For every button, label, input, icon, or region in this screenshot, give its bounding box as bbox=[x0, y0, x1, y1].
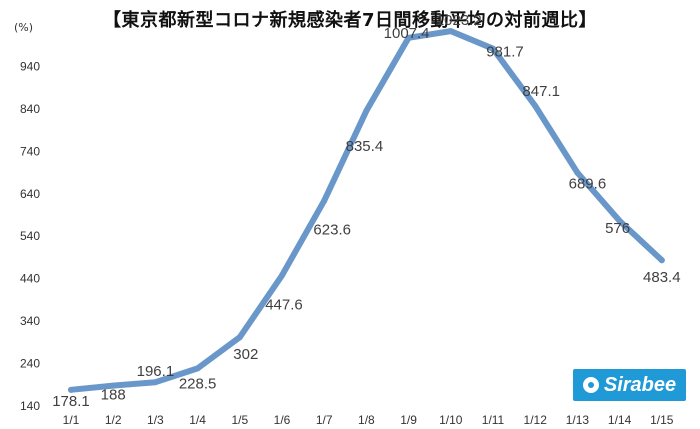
data-label: 835.4 bbox=[346, 138, 384, 155]
y-axis-unit: (%) bbox=[14, 21, 34, 34]
x-tick-label: 1/13 bbox=[566, 413, 590, 427]
data-label: 188 bbox=[101, 387, 126, 404]
x-tick-label: 1/2 bbox=[105, 413, 122, 427]
x-tick-label: 1/5 bbox=[231, 413, 248, 427]
x-tick-label: 1/3 bbox=[147, 413, 164, 427]
sirabee-logo: Sirabee bbox=[573, 369, 686, 401]
data-point bbox=[110, 382, 117, 389]
data-points bbox=[68, 28, 665, 393]
x-tick-label: 1/11 bbox=[482, 413, 505, 427]
y-tick-label: 640 bbox=[20, 187, 40, 201]
data-label: 447.6 bbox=[265, 296, 303, 313]
data-point bbox=[490, 45, 496, 52]
x-tick-label: 1/12 bbox=[524, 413, 548, 427]
x-tick-label: 1/4 bbox=[189, 413, 206, 427]
data-point bbox=[279, 272, 285, 279]
x-tick-label: 1/10 bbox=[439, 413, 463, 427]
sirabee-logo-icon bbox=[582, 377, 599, 393]
x-tick-label: 1/9 bbox=[400, 413, 417, 427]
data-point bbox=[152, 379, 159, 386]
y-tick-label: 540 bbox=[20, 229, 40, 243]
data-label: 483.4 bbox=[643, 269, 681, 286]
data-point bbox=[363, 107, 370, 114]
data-point bbox=[616, 217, 623, 224]
x-axis: 1/1 1/2 1/3 1/4 1/5 1/6 1/7 1/8 1/9 1/10 1/11 1/12 1… bbox=[63, 413, 674, 427]
chart-title: 【東京都新型コロナ新規感染者7日間移動平均の対前週比】 bbox=[102, 10, 598, 31]
y-axis: 140 240 340 440 540 640 740 840 940 bbox=[20, 59, 40, 413]
x-tick-label: 1/7 bbox=[316, 413, 333, 427]
y-tick-label: 240 bbox=[20, 357, 40, 371]
x-tick-label: 1/15 bbox=[650, 413, 674, 427]
data-label: 228.5 bbox=[179, 375, 217, 392]
data-point bbox=[447, 28, 454, 35]
x-tick-label: 1/14 bbox=[608, 413, 632, 427]
x-tick-label: 1/8 bbox=[358, 413, 375, 427]
sirabee-logo-text: Sirabee bbox=[603, 373, 677, 396]
data-point bbox=[236, 334, 243, 341]
data-label: 1023.2 bbox=[436, 12, 482, 29]
x-tick-label: 1/6 bbox=[274, 413, 291, 427]
data-label: 302 bbox=[233, 346, 258, 363]
data-point bbox=[68, 386, 74, 393]
data-label: 1007.4 bbox=[384, 25, 430, 42]
y-tick-label: 940 bbox=[20, 59, 40, 73]
data-label: 689.6 bbox=[569, 176, 607, 193]
y-tick-label: 740 bbox=[20, 144, 40, 158]
y-tick-label: 440 bbox=[20, 272, 40, 286]
data-label: 196.1 bbox=[137, 363, 175, 380]
data-point bbox=[321, 197, 328, 204]
data-label: 576 bbox=[605, 220, 630, 237]
data-point bbox=[194, 365, 201, 372]
series-line bbox=[68, 28, 665, 393]
data-label: 623.6 bbox=[313, 222, 351, 239]
data-point bbox=[658, 257, 665, 264]
data-label: 178.1 bbox=[52, 393, 90, 410]
data-point bbox=[574, 169, 581, 176]
data-label: 847.1 bbox=[522, 83, 560, 100]
x-tick-label: 1/1 bbox=[63, 413, 80, 427]
data-point bbox=[532, 102, 539, 109]
data-point bbox=[405, 34, 412, 41]
y-tick-label: 340 bbox=[20, 314, 40, 328]
data-label: 981.7 bbox=[486, 44, 524, 61]
y-tick-label: 140 bbox=[20, 399, 40, 413]
y-tick-label: 840 bbox=[20, 102, 40, 116]
